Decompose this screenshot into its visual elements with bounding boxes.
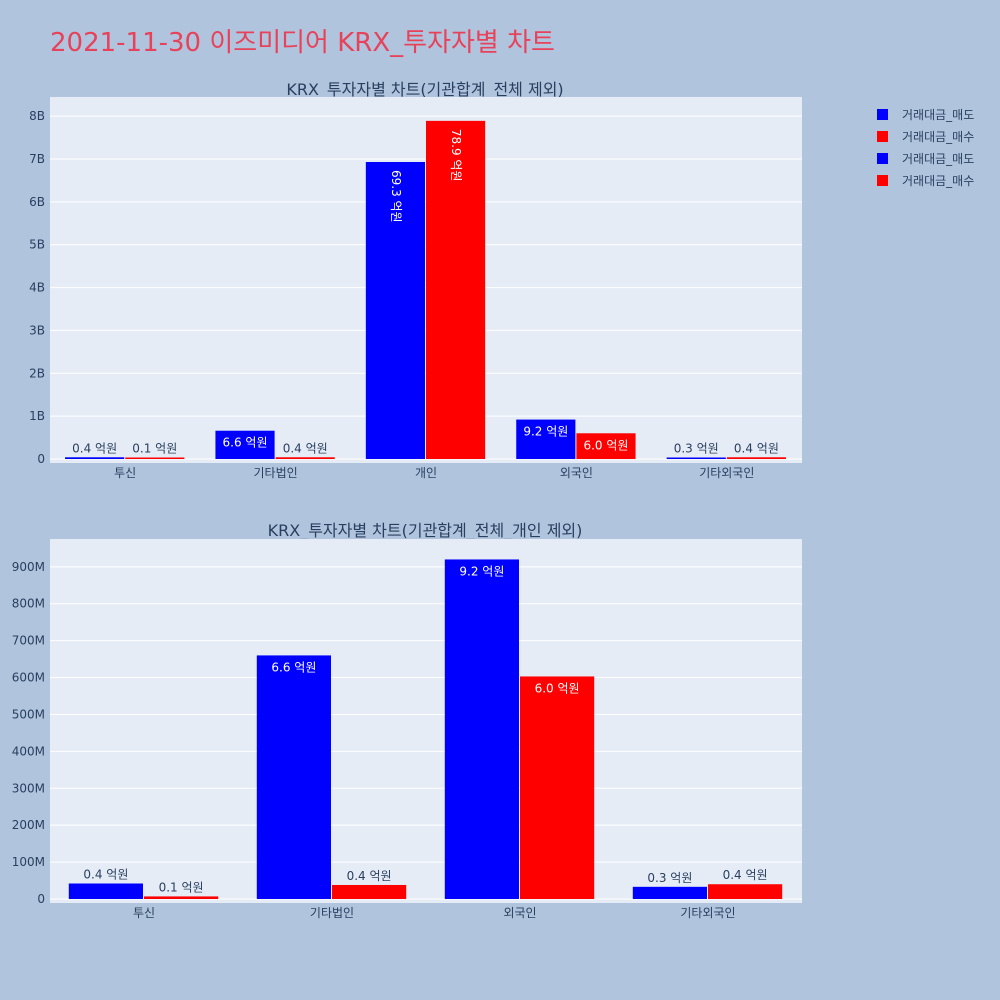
- data-label: 0.1 억원: [132, 442, 177, 456]
- page-title: 2021-11-30 이즈미디어 KRX_투자자별 차트: [50, 28, 555, 58]
- legend[interactable]: 거래대금_매도 거래대금_매수 거래대금_매도 거래대금_매수: [877, 108, 974, 188]
- data-label: 0.3 억원: [674, 442, 719, 456]
- data-label: 0.4 억원: [83, 867, 128, 881]
- x-tick-label: 개인: [415, 466, 437, 480]
- data-label: 9.2 억원: [459, 564, 504, 578]
- y-tick-label: 7B: [29, 152, 45, 166]
- legend-item-buy[interactable]: 거래대금_매수: [902, 130, 974, 144]
- data-label: 69.3 억원: [389, 170, 403, 223]
- data-label: 0.1 억원: [159, 880, 204, 894]
- y-tick-label: 200M: [12, 818, 45, 832]
- bar[interactable]: [125, 457, 185, 460]
- x-tick-label: 외국인: [560, 466, 593, 480]
- y-tick-label: 600M: [12, 671, 45, 685]
- y-tick-label: 800M: [12, 597, 45, 611]
- y-tick-label: 500M: [12, 707, 45, 721]
- chart-2-title: KRX_투자자별 차트(기관합계_전체_개인 제외): [268, 521, 583, 541]
- legend-swatch-buy-2[interactable]: [877, 175, 888, 186]
- data-label: 6.6 억원: [223, 436, 268, 450]
- bar[interactable]: [516, 419, 576, 459]
- data-label: 0.4 억원: [347, 869, 392, 883]
- y-tick-label: 1B: [29, 409, 45, 423]
- data-label: 0.4 억원: [734, 441, 779, 455]
- bar[interactable]: [215, 430, 275, 459]
- x-tick-label: 투신: [114, 466, 136, 480]
- bar[interactable]: [426, 120, 486, 459]
- bar[interactable]: [520, 676, 595, 899]
- x-tick-label: 기타법인: [254, 466, 298, 480]
- y-tick-label: 0: [37, 892, 45, 906]
- x-tick-label: 외국인: [503, 906, 536, 920]
- data-label: 0.4 억원: [283, 441, 328, 455]
- data-label: 0.4 억원: [723, 868, 768, 882]
- bar[interactable]: [144, 896, 219, 899]
- data-label: 0.4 억원: [72, 441, 117, 455]
- y-tick-label: 4B: [29, 281, 45, 295]
- y-tick-label: 8B: [29, 109, 45, 123]
- x-tick-label: 기타외국인: [699, 466, 754, 480]
- bar[interactable]: [576, 433, 636, 459]
- y-tick-label: 300M: [12, 781, 45, 795]
- y-tick-label: 6B: [29, 195, 45, 209]
- bar[interactable]: [332, 884, 407, 899]
- legend-item-sell-2[interactable]: 거래대금_매도: [902, 152, 974, 166]
- bar[interactable]: [708, 884, 783, 899]
- bar[interactable]: [632, 886, 707, 899]
- legend-swatch-buy[interactable]: [877, 131, 888, 142]
- y-tick-label: 900M: [12, 560, 45, 574]
- x-tick-label: 투신: [133, 906, 155, 920]
- bar[interactable]: [68, 883, 143, 899]
- chart-1-title: KRX_투자자별 차트(기관합계_전체 제외): [286, 80, 563, 100]
- bar[interactable]: [275, 457, 335, 459]
- legend-item-buy-2[interactable]: 거래대금_매수: [902, 174, 974, 188]
- y-tick-label: 100M: [12, 855, 45, 869]
- legend-item-sell[interactable]: 거래대금_매도: [902, 108, 974, 122]
- y-tick-label: 400M: [12, 744, 45, 758]
- bar[interactable]: [726, 457, 786, 459]
- legend-swatch-sell-2[interactable]: [877, 153, 888, 164]
- data-label: 78.9 억원: [449, 129, 463, 182]
- data-label: 6.6 억원: [271, 660, 316, 674]
- data-label: 9.2 억원: [523, 425, 568, 439]
- chart-2: 0 100M 200M 300M 400M 500M 600M 700M 800M 900M 투신 0…: [12, 539, 802, 920]
- bar[interactable]: [444, 559, 519, 899]
- x-tick-label: 기타법인: [310, 906, 354, 920]
- bar[interactable]: [666, 457, 726, 460]
- x-tick-label: 기타외국인: [680, 906, 735, 920]
- bar[interactable]: [65, 457, 125, 459]
- legend-swatch-sell[interactable]: [877, 109, 888, 120]
- plot-area: [50, 539, 802, 903]
- y-tick-label: 0: [37, 452, 45, 466]
- data-label: 6.0 억원: [583, 438, 628, 452]
- bar[interactable]: [365, 162, 425, 459]
- bar[interactable]: [256, 655, 331, 899]
- y-tick-label: 2B: [29, 366, 45, 380]
- y-tick-label: 5B: [29, 238, 45, 252]
- y-tick-label: 3B: [29, 323, 45, 337]
- data-label: 6.0 억원: [535, 681, 580, 695]
- data-label: 0.3 억원: [647, 871, 692, 885]
- y-tick-label: 700M: [12, 634, 45, 648]
